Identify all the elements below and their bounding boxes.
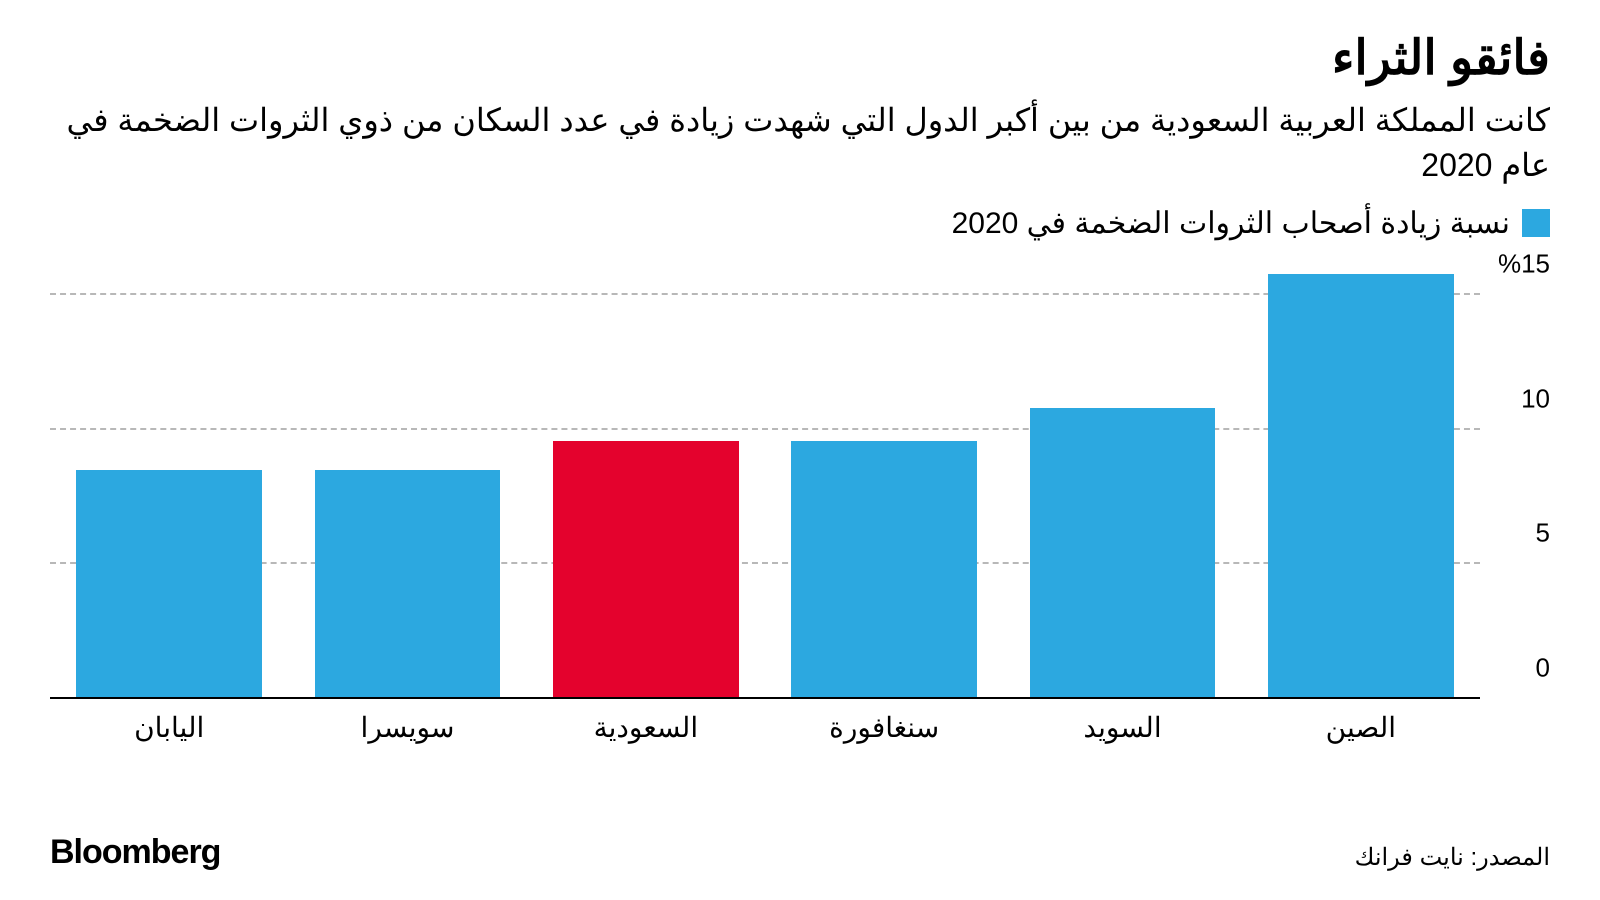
bar <box>791 441 977 699</box>
x-tick-label: السويد <box>1003 699 1241 749</box>
x-tick-label: اليابان <box>50 699 288 749</box>
x-axis: اليابانسويسراالسعوديةسنغافورةالسويدالصين <box>50 699 1480 749</box>
y-tick-label: %15 <box>1490 249 1550 280</box>
x-tick-label: الصين <box>1242 699 1480 749</box>
x-tick-label: سويسرا <box>288 699 526 749</box>
bar-column <box>527 269 765 699</box>
y-tick-label: 0 <box>1490 652 1550 683</box>
y-tick-label: 10 <box>1490 383 1550 414</box>
bar-column <box>1003 269 1241 699</box>
chart-subtitle: كانت المملكة العربية السعودية من بين أكب… <box>50 98 1550 188</box>
bar-chart: 0510%15 اليابانسويسراالسعوديةسنغافورةالس… <box>50 269 1550 749</box>
bar-column <box>50 269 288 699</box>
x-tick-label: السعودية <box>527 699 765 749</box>
bar <box>1268 274 1454 699</box>
source-text: المصدر: نايت فرانك <box>1355 843 1550 872</box>
bar-column <box>765 269 1003 699</box>
bar-column <box>288 269 526 699</box>
legend-swatch <box>1522 209 1550 237</box>
legend-label: نسبة زيادة أصحاب الثروات الضخمة في 2020 <box>952 206 1510 241</box>
brand-logo: Bloomberg <box>50 833 220 872</box>
bar-column <box>1242 269 1480 699</box>
x-tick-label: سنغافورة <box>765 699 1003 749</box>
bar <box>76 470 262 698</box>
chart-title: فائقو الثراء <box>50 30 1550 86</box>
plot-area <box>50 269 1480 699</box>
legend: نسبة زيادة أصحاب الثروات الضخمة في 2020 <box>50 206 1550 241</box>
chart-footer: المصدر: نايت فرانك Bloomberg <box>50 833 1550 872</box>
y-axis: 0510%15 <box>1480 269 1550 699</box>
bar <box>553 441 739 699</box>
y-tick-label: 5 <box>1490 518 1550 549</box>
bar <box>315 470 501 698</box>
bar <box>1030 408 1216 698</box>
